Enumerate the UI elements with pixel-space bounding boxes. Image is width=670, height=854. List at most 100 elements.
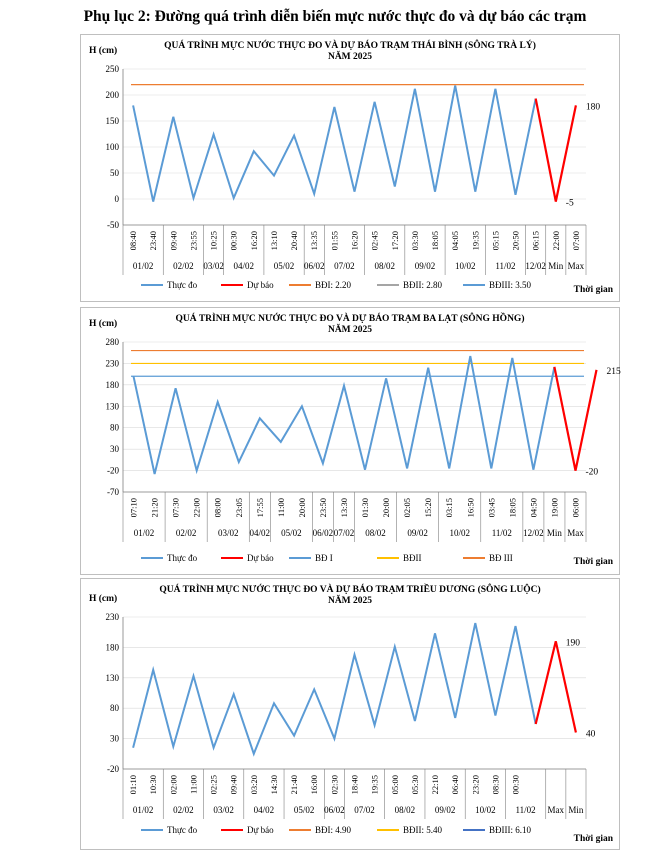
y-tick-label: 250 bbox=[106, 64, 120, 74]
x-time-tick-label: 22:10 bbox=[430, 775, 440, 794]
x-axis-label: Thời gian bbox=[574, 834, 614, 844]
y-axis-label: H (cm) bbox=[89, 45, 117, 56]
x-time-tick-label: 01:55 bbox=[329, 231, 339, 250]
x-time-tick-label: 07:30 bbox=[171, 498, 181, 517]
x-time-tick-label: 20:00 bbox=[381, 498, 391, 517]
legend-label: BĐ I bbox=[315, 553, 333, 563]
data-annotation: 190 bbox=[566, 638, 581, 648]
series-forecast-line bbox=[534, 98, 577, 202]
x-time-tick-label: 13:35 bbox=[309, 231, 319, 250]
y-tick-label: -20 bbox=[107, 466, 119, 476]
y-tick-label: 150 bbox=[106, 116, 120, 126]
x-date-label: 12/02 bbox=[523, 528, 544, 538]
x-time-tick-label: 00:30 bbox=[511, 775, 521, 794]
x-time-tick-label: 04:05 bbox=[450, 231, 460, 250]
x-time-tick-label: 16:20 bbox=[249, 231, 259, 250]
y-tick-label: 180 bbox=[106, 380, 120, 390]
chart-ba-lat: QUÁ TRÌNH MỰC NƯỚC THỰC ĐO VÀ DỰ BÁO TRẠ… bbox=[89, 311, 622, 567]
chart-subtitle: NĂM 2025 bbox=[328, 50, 372, 62]
x-date-label: 03/02 bbox=[213, 805, 234, 815]
x-date-label: 10/02 bbox=[455, 261, 476, 271]
x-time-tick-label: 20:00 bbox=[297, 498, 307, 517]
x-time-tick-label: 08:30 bbox=[490, 775, 500, 794]
data-annotation: 215 bbox=[607, 367, 622, 377]
chart-panel-thai-binh: QUÁ TRÌNH MỰC NƯỚC THỰC ĐO VÀ DỰ BÁO TRẠ… bbox=[80, 34, 620, 302]
chart-subtitle: NĂM 2025 bbox=[328, 323, 372, 335]
x-time-tick-label: 05:30 bbox=[410, 775, 420, 794]
x-date-label: 05/02 bbox=[281, 528, 302, 538]
x-time-tick-label: 07:10 bbox=[129, 498, 139, 517]
x-time-tick-label: 02:25 bbox=[209, 775, 219, 794]
x-date-label: 03/02 bbox=[203, 261, 224, 271]
x-time-tick-label: 03:15 bbox=[444, 498, 454, 517]
y-tick-label: 50 bbox=[110, 168, 120, 178]
chart-title: QUÁ TRÌNH MỰC NƯỚC THỰC ĐO VÀ DỰ BÁO TRẠ… bbox=[159, 582, 540, 595]
series-forecast-line bbox=[534, 641, 577, 733]
y-tick-label: 30 bbox=[110, 734, 120, 744]
x-date-label: 11/02 bbox=[492, 528, 512, 538]
x-date-label: 11/02 bbox=[495, 261, 515, 271]
x-date-label: 07/02 bbox=[354, 805, 375, 815]
series-observed-line bbox=[132, 622, 537, 757]
x-time-tick-label: 08:00 bbox=[213, 498, 223, 517]
x-time-tick-label: 23:20 bbox=[470, 775, 480, 794]
y-axis-label: H (cm) bbox=[89, 318, 117, 329]
legend-label: BĐ III bbox=[489, 553, 513, 563]
x-time-tick-label: 23:40 bbox=[148, 231, 158, 250]
x-time-tick-label: 06:00 bbox=[570, 498, 580, 517]
x-time-tick-label: 06:40 bbox=[450, 775, 460, 794]
x-time-tick-label: 05:15 bbox=[490, 231, 500, 250]
x-date-label: 08/02 bbox=[395, 805, 416, 815]
legend-label: BĐI: 4.90 bbox=[315, 825, 352, 835]
x-time-tick-label: 20:50 bbox=[511, 231, 521, 250]
x-time-tick-label: 03:45 bbox=[486, 498, 496, 517]
x-time-tick-label: 21:40 bbox=[289, 775, 299, 794]
x-time-tick-label: 22:00 bbox=[551, 231, 561, 250]
x-time-tick-label: 19:35 bbox=[470, 231, 480, 250]
x-date-label: 04/02 bbox=[250, 528, 271, 538]
y-tick-label: 130 bbox=[106, 401, 120, 411]
y-tick-label: 100 bbox=[106, 142, 120, 152]
x-time-tick-label: 14:30 bbox=[269, 775, 279, 794]
x-axis-label: Thời gian bbox=[574, 285, 614, 295]
x-date-label: 05/02 bbox=[294, 805, 315, 815]
x-date-label: 10/02 bbox=[475, 805, 496, 815]
x-time-tick-label: 11:00 bbox=[276, 498, 286, 517]
x-date-label: 02/02 bbox=[176, 528, 197, 538]
x-date-label: 02/02 bbox=[173, 805, 194, 815]
x-date-label: 09/02 bbox=[435, 805, 456, 815]
x-time-tick-label: 23:05 bbox=[234, 498, 244, 517]
x-date-label: 08/02 bbox=[365, 528, 386, 538]
x-time-tick-label: 01:10 bbox=[128, 775, 138, 794]
x-time-tick-label: 19:00 bbox=[549, 498, 559, 517]
x-date-label: 08/02 bbox=[374, 261, 395, 271]
x-time-tick-label: 10:25 bbox=[209, 231, 219, 250]
y-tick-label: 130 bbox=[106, 673, 120, 683]
legend-label: BĐII: 2.80 bbox=[403, 280, 442, 290]
x-time-tick-label: 02:05 bbox=[402, 498, 412, 517]
x-date-label: Min bbox=[548, 261, 564, 271]
chart-thai-binh: QUÁ TRÌNH MỰC NƯỚC THỰC ĐO VÀ DỰ BÁO TRẠ… bbox=[89, 38, 614, 295]
y-tick-label: -50 bbox=[107, 220, 119, 230]
x-date-label: Min bbox=[568, 805, 584, 815]
x-time-tick-label: 18:05 bbox=[507, 498, 517, 517]
legend-label: BĐII bbox=[403, 553, 422, 563]
x-time-tick-label: 01:30 bbox=[360, 498, 370, 517]
x-date-label: Max bbox=[568, 261, 585, 271]
chart-panel-ba-lat: QUÁ TRÌNH MỰC NƯỚC THỰC ĐO VÀ DỰ BÁO TRẠ… bbox=[80, 307, 622, 575]
chart-trieu-duong: QUÁ TRÌNH MỰC NƯỚC THỰC ĐO VÀ DỰ BÁO TRẠ… bbox=[89, 582, 614, 844]
page-title: Phụ lục 2: Đường quá trình diễn biến mực… bbox=[83, 8, 587, 25]
x-time-tick-label: 18:05 bbox=[430, 231, 440, 250]
x-time-tick-label: 16:20 bbox=[350, 231, 360, 250]
x-date-label: 01/02 bbox=[134, 528, 155, 538]
x-date-label: 03/02 bbox=[218, 528, 239, 538]
legend-label: Thực đo bbox=[167, 825, 198, 835]
x-time-tick-label: 17:55 bbox=[255, 498, 265, 517]
x-time-tick-label: 10:30 bbox=[148, 775, 158, 794]
x-date-label: 10/02 bbox=[449, 528, 470, 538]
x-time-tick-label: 09:40 bbox=[168, 231, 178, 250]
x-time-tick-label: 13:30 bbox=[339, 498, 349, 517]
x-time-tick-label: 09:40 bbox=[229, 775, 239, 794]
x-date-label: 09/02 bbox=[415, 261, 436, 271]
x-time-tick-label: 23:55 bbox=[188, 231, 198, 250]
